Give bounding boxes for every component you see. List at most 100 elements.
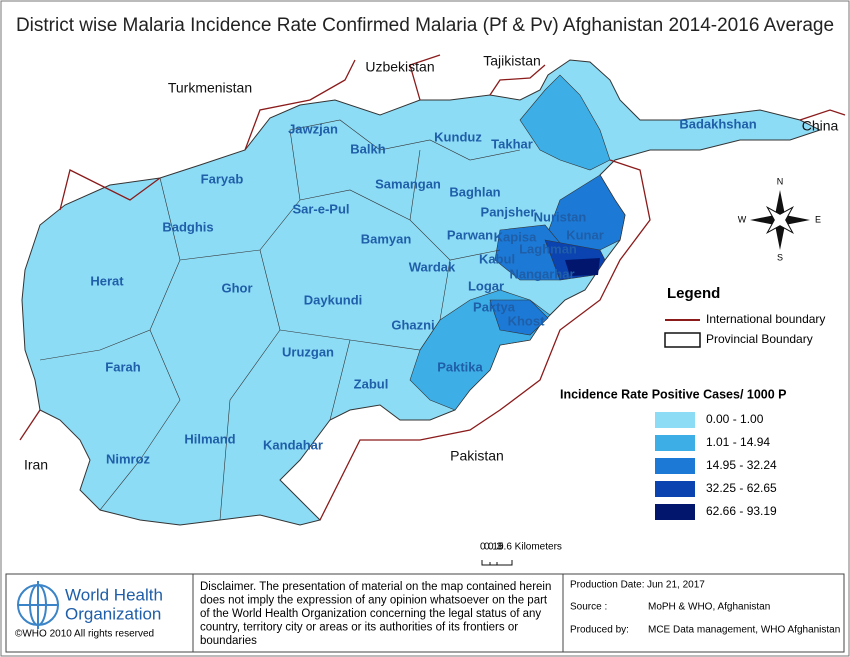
footer-label: Source : [570,602,607,613]
international-boundaries [19,54,846,521]
boundary [244,59,356,151]
province-label: Logar [468,278,504,293]
province-label: Kunar [566,227,604,242]
province-label: Nimroz [106,451,151,466]
district-group [565,258,600,276]
province-label: Zabul [354,376,389,391]
compass: N E S W [738,176,821,262]
scale-bar [481,560,513,566]
boundary [219,249,281,521]
country-label: Iran [24,457,48,473]
province-label: Herat [90,273,124,288]
province-label: Kandahar [263,437,323,452]
country-label: Pakistan [450,448,504,464]
who-emblem [17,581,59,629]
boundary [329,339,351,421]
compass-letter: N [777,176,784,186]
country-label: Turkmenistan [168,80,252,96]
disclaimer-line: country, territory city or areas or its … [200,622,518,634]
province-label: Kabul [479,251,515,266]
disclaimer-line: Disclaimer. The presentation of material… [200,581,551,593]
legend-label: 0.00 - 1.00 [706,412,764,426]
legend-swatch [655,435,695,451]
legend-label: 32.25 - 62.65 [706,481,777,495]
disclaimer-line: boundaries [200,635,257,647]
legend-label: 14.95 - 32.24 [706,458,777,472]
province-label: Bamyan [361,231,412,246]
province-label: Parwan [447,227,493,242]
disclaimer-line: of the World Health Organization concern… [200,608,541,620]
province-label: Badghis [162,219,213,234]
org-name: Organization [65,604,161,623]
province-label: Kunduz [434,129,482,144]
boundary [409,149,421,221]
disclaimer-line: does not imply the expression of any opi… [200,595,548,607]
province-label: Daykundi [304,292,363,307]
legend-swatch [664,332,701,348]
country-labels: Uzbekistan Tajikistan Turkmenistan China Ira… [24,53,839,473]
compass-letter: S [777,252,783,262]
footer-label: Production Date: [570,580,645,591]
legend-swatch [655,504,695,520]
legend-label: International boundary [706,312,825,326]
province-label: Panjsher [481,204,536,219]
legend-swatch [655,412,695,428]
copyright: ©WHO 2010 All rights reserved [15,629,154,640]
province-label: Sar-e-Pul [292,201,349,216]
footer-value: MoPH & WHO, Afghanistan [648,602,770,613]
province-label: Nangarhar [509,266,574,281]
country-label: Uzbekistan [365,59,434,75]
boundary [279,319,441,351]
map-title: District wise Malaria Incidence Rate Con… [16,15,834,36]
province-label: Takhar [491,136,533,151]
boundary [99,329,181,511]
scale-label: 0.6 Kilometers [498,542,562,553]
province-label: Paktya [473,299,516,314]
legend-label: 1.01 - 14.94 [706,435,770,449]
compass-letter: W [738,214,747,224]
footer-box [5,573,845,653]
scale-label: 0.15 [484,542,504,553]
compass-letters: N E S W [738,176,821,262]
province-label: Samangan [375,176,441,191]
district-group [489,299,549,336]
legend-title: Legend [667,285,720,302]
compass-rose [765,205,795,235]
province-label: Uruzgan [282,344,334,359]
footer-label: Produced by: [570,625,629,636]
country-label: China [802,118,839,134]
boundary [319,159,651,521]
boundary [19,409,41,441]
province-label: Ghor [221,280,252,295]
province-label: Ghazni [391,317,434,332]
province-label: Paktika [437,359,483,374]
boundary [799,109,846,121]
boundary [409,54,441,101]
country-label: Tajikistan [483,53,541,69]
province-label: Khost [508,313,546,328]
provincial-boundaries [39,119,521,521]
province-label: Nuristan [534,209,587,224]
province-labels: Badakhshan Jawzjan Kunduz Takhar Balkh Faryab… [90,116,756,466]
province-label: Faryab [201,171,244,186]
scale-label: 0 [480,542,486,553]
province-label: Kapisa [494,229,537,244]
province-label: Baghlan [449,184,500,199]
legend: Legend International boundary Provincial B… [560,285,825,520]
boundary [489,64,546,96]
legend-label: 62.66 - 93.19 [706,504,777,518]
legend-label: Provincial Boundary [706,332,813,346]
org-name: World Health [65,585,163,604]
province-label: Balkh [350,141,385,156]
footer-value: MCE Data management, WHO Afghanistan [648,625,840,636]
province-label: Laghman [519,241,577,256]
legend-swatch [655,458,695,474]
scale-bar: 00.150.30.6 Kilometers [480,542,562,566]
boundary [289,119,521,201]
boundary [439,259,451,321]
province-label: Hilmand [184,431,235,446]
